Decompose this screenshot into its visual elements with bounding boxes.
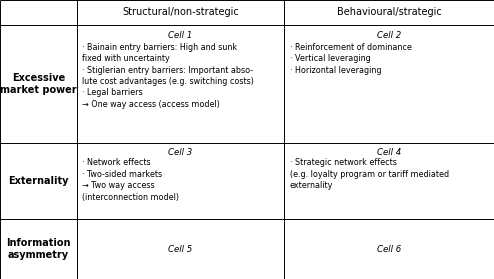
Text: Excessive
market power: Excessive market power [0,73,77,95]
Text: Behavioural/strategic: Behavioural/strategic [336,7,442,17]
Text: Cell 4: Cell 4 [377,148,401,157]
Text: · Bainain entry barriers: High and sunk
fixed with uncertainty
· Stiglerian entr: · Bainain entry barriers: High and sunk … [82,43,254,109]
Text: Information
asymmetry: Information asymmetry [6,238,71,260]
Text: · Strategic network effects
(e.g. loyalty program or tariff mediated
externality: · Strategic network effects (e.g. loyalt… [290,158,449,190]
Text: · Network effects
· Two-sided markets
→ Two way access
(interconnection model): · Network effects · Two-sided markets → … [82,158,179,202]
Text: Cell 3: Cell 3 [168,148,193,157]
Text: Cell 2: Cell 2 [377,31,401,40]
Text: Externality: Externality [8,176,69,186]
Text: Structural/non-strategic: Structural/non-strategic [122,7,239,17]
Text: Cell 5: Cell 5 [168,244,193,254]
Text: · Reinforcement of dominance
· Vertical leveraging
· Horizontal leveraging: · Reinforcement of dominance · Vertical … [290,43,412,74]
Text: Cell 6: Cell 6 [377,244,401,254]
Text: Cell 1: Cell 1 [168,31,193,40]
